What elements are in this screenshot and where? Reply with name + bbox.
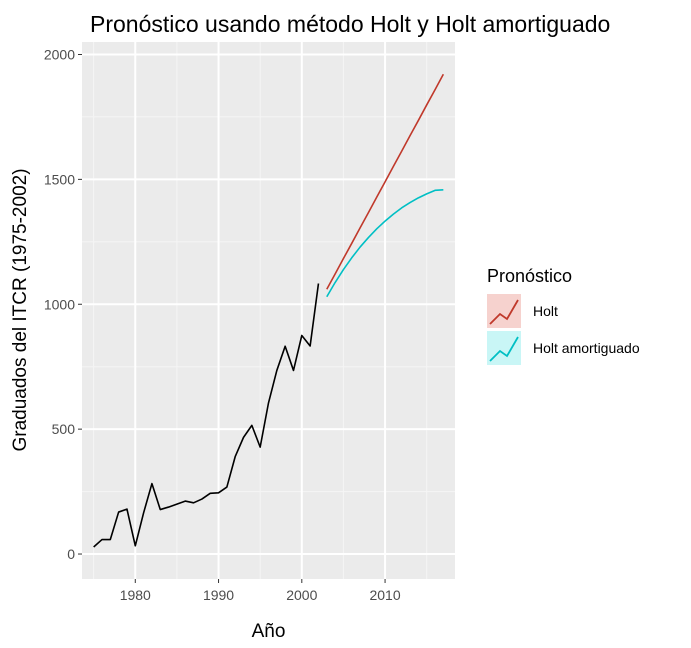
y-tick-label: 2000	[44, 46, 75, 62]
legend-key-line	[489, 336, 519, 362]
x-tick-label: 1980	[120, 587, 151, 603]
series-lines	[93, 73, 445, 548]
y-axis: 0 500 1000 1500 2000	[44, 46, 82, 562]
x-axis: 1980 1990 2000 2010	[120, 579, 401, 603]
series-line-holt	[326, 73, 445, 290]
grid-lines	[82, 42, 455, 579]
x-tick-label: 2010	[369, 587, 400, 603]
y-tick-label: 1500	[44, 171, 75, 187]
legend-title: Pronóstico	[487, 266, 572, 286]
x-tick-label: 1990	[203, 587, 234, 603]
legend-label: Holt amortiguado	[533, 340, 640, 356]
x-axis-title: Año	[252, 621, 286, 642]
y-tick-label: 1000	[44, 296, 75, 312]
legend: Pronóstico Holt Holt amortiguado	[487, 266, 640, 365]
y-axis-title: Graduados del ITCR (1975-2002)	[10, 168, 31, 451]
y-tick-label: 0	[67, 546, 75, 562]
plot-panel	[82, 42, 455, 579]
legend-key-line	[489, 299, 519, 325]
chart-title: Pronóstico usando método Holt y Holt amo…	[90, 11, 610, 37]
series-line-historical	[93, 283, 320, 548]
y-tick-label: 500	[52, 421, 76, 437]
legend-label: Holt	[533, 303, 558, 319]
x-tick-label: 2000	[286, 587, 317, 603]
series-line-holt-amortiguado	[326, 189, 444, 298]
